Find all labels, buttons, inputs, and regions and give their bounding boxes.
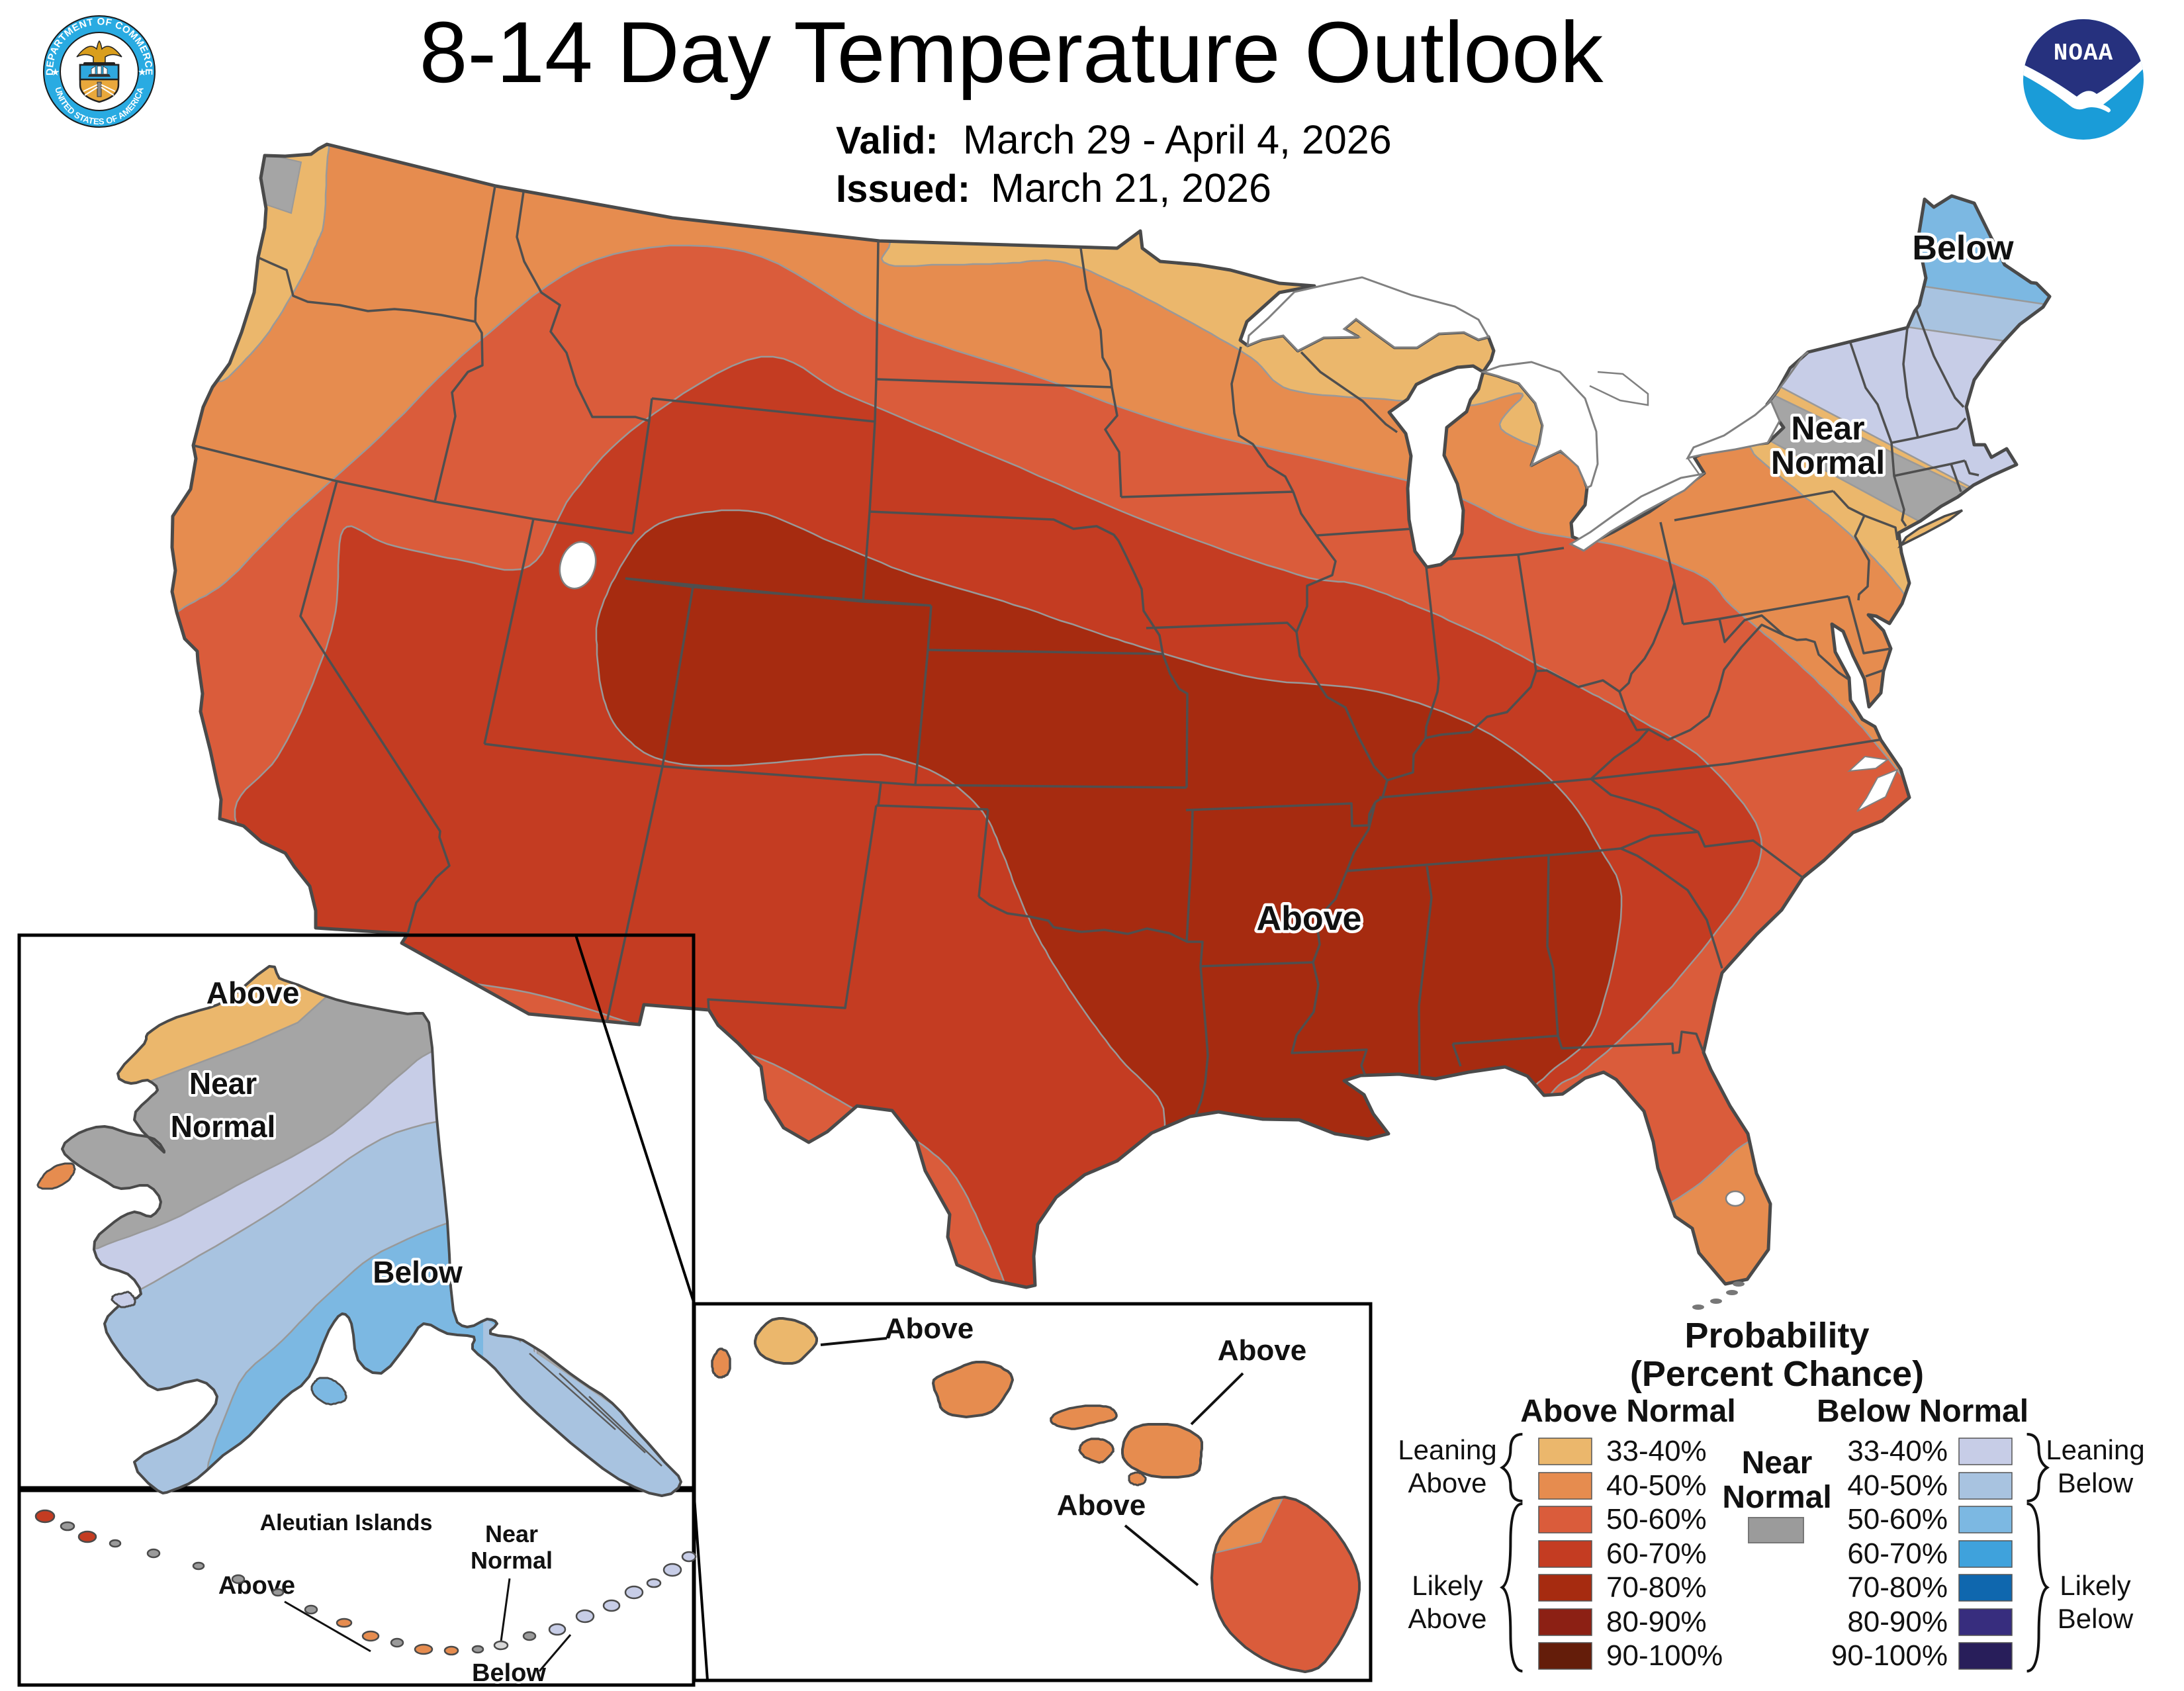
svg-text:Normal: Normal	[1771, 444, 1885, 481]
svg-text:Near: Near	[1742, 1445, 1813, 1481]
svg-text:Below: Below	[472, 1659, 546, 1687]
svg-text:(Percent Chance): (Percent Chance)	[1630, 1354, 1924, 1394]
svg-text:★: ★	[51, 67, 60, 78]
svg-text:Above: Above	[1218, 1334, 1306, 1367]
svg-text:Above: Above	[1257, 899, 1362, 938]
svg-text:Valid:: Valid:	[836, 119, 938, 162]
svg-text:Normal: Normal	[1722, 1480, 1831, 1515]
svg-text:80-90%: 80-90%	[1847, 1606, 1948, 1638]
svg-text:Below: Below	[1912, 229, 2014, 267]
svg-text:70-80%: 70-80%	[1606, 1571, 1707, 1604]
svg-text:Below: Below	[2058, 1603, 2134, 1634]
svg-text:Near: Near	[1791, 410, 1864, 447]
svg-text:Below: Below	[373, 1255, 463, 1289]
svg-text:Normal: Normal	[1771, 444, 1885, 481]
svg-text:Normal: Normal	[171, 1109, 275, 1144]
svg-text:NOAA: NOAA	[2054, 40, 2113, 67]
svg-text:Above: Above	[1057, 1489, 1146, 1522]
svg-text:70-80%: 70-80%	[1847, 1571, 1948, 1604]
svg-text:Below: Below	[472, 1659, 546, 1687]
svg-text:60-70%: 60-70%	[1847, 1537, 1948, 1570]
svg-text:★: ★	[138, 67, 146, 78]
svg-text:8-14 Day Temperature Outlook: 8-14 Day Temperature Outlook	[420, 3, 1604, 101]
svg-text:40-50%: 40-50%	[1847, 1469, 1948, 1502]
svg-text:80-90%: 80-90%	[1606, 1606, 1707, 1638]
svg-text:Near: Near	[485, 1520, 538, 1547]
svg-text:Below: Below	[373, 1255, 463, 1289]
svg-text:Likely: Likely	[2060, 1570, 2130, 1601]
svg-text:Above Normal: Above Normal	[1520, 1394, 1735, 1429]
svg-text:Above: Above	[1218, 1334, 1306, 1367]
svg-text:Above: Above	[1408, 1603, 1486, 1634]
svg-text:Leaning: Leaning	[1398, 1434, 1496, 1465]
svg-text:Above: Above	[218, 1572, 295, 1600]
svg-text:33-40%: 33-40%	[1606, 1435, 1707, 1467]
svg-text:Below: Below	[1912, 229, 2014, 267]
svg-text:Near: Near	[485, 1520, 538, 1547]
svg-text:Aleutian Islands: Aleutian Islands	[260, 1510, 433, 1535]
svg-text:50-60%: 50-60%	[1606, 1503, 1707, 1535]
svg-text:Above: Above	[885, 1312, 974, 1345]
svg-text:90-100%: 90-100%	[1831, 1639, 1948, 1672]
svg-text:Below: Below	[2058, 1467, 2134, 1498]
svg-text:50-60%: 50-60%	[1847, 1503, 1948, 1535]
svg-text:Above: Above	[885, 1312, 974, 1345]
svg-text:Normal: Normal	[171, 1109, 275, 1144]
svg-text:Normal: Normal	[471, 1547, 553, 1574]
svg-text:33-40%: 33-40%	[1847, 1435, 1948, 1467]
svg-text:March 21, 2026: March 21, 2026	[991, 165, 1271, 210]
svg-text:Above: Above	[206, 976, 300, 1010]
svg-text:Above: Above	[206, 976, 300, 1010]
svg-text:Issued:: Issued:	[836, 167, 970, 210]
svg-text:Below Normal: Below Normal	[1817, 1394, 2028, 1429]
svg-text:March 29 - April 4, 2026: March 29 - April 4, 2026	[963, 117, 1392, 162]
svg-text:Above: Above	[1257, 899, 1362, 938]
svg-text:Above: Above	[218, 1572, 295, 1600]
svg-text:90-100%: 90-100%	[1606, 1639, 1723, 1672]
svg-text:Probability: Probability	[1684, 1316, 1869, 1355]
svg-text:Near: Near	[189, 1066, 257, 1101]
svg-text:Above: Above	[1408, 1467, 1486, 1498]
svg-text:Above: Above	[1057, 1489, 1146, 1522]
svg-text:Leaning: Leaning	[2046, 1434, 2144, 1465]
svg-text:40-50%: 40-50%	[1606, 1469, 1707, 1502]
svg-text:Near: Near	[1791, 410, 1864, 447]
svg-text:Normal: Normal	[471, 1547, 553, 1574]
svg-text:Likely: Likely	[1412, 1570, 1482, 1601]
svg-text:Near: Near	[189, 1066, 257, 1101]
svg-text:60-70%: 60-70%	[1606, 1537, 1707, 1570]
